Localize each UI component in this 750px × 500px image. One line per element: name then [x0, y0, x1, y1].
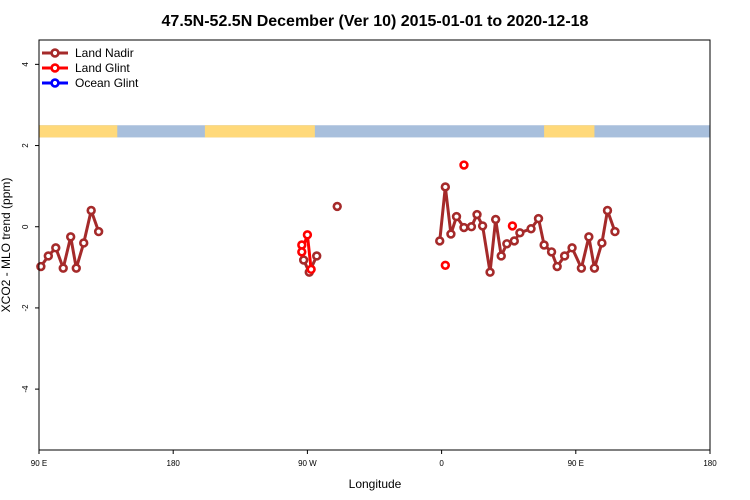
land-nadir-point [435, 236, 445, 246]
land-nadir-point [559, 251, 570, 261]
land-nadir-point [485, 267, 495, 277]
land-nadir-point [451, 211, 462, 222]
land-nadir-legend-marker [50, 48, 60, 58]
land-nadir-point [36, 261, 46, 272]
land-band-segment [204, 125, 315, 138]
x-tick-label: 90 E [568, 459, 584, 468]
x-tick-label: 90 W [298, 459, 317, 468]
land-nadir-point [459, 222, 469, 233]
y-tick-label: 4 [21, 62, 30, 67]
ocean-glint-legend-marker [50, 78, 60, 88]
land-nadir-point [93, 226, 104, 237]
land-nadir-point [312, 251, 322, 261]
land-nadir-point [298, 255, 309, 265]
land-nadir-point [509, 236, 519, 246]
plot-frame [38, 39, 711, 451]
land-glint-point [440, 260, 451, 270]
land-glint-legend-label: Land Glint [75, 61, 130, 75]
x-tick-label: 90 E [31, 459, 47, 468]
land-nadir-point [71, 263, 81, 273]
x-tick-label: 180 [703, 459, 717, 468]
land-nadir-point [496, 251, 506, 261]
land-nadir-legend-label: Land Nadir [75, 46, 134, 60]
y-tick-label: 2 [21, 143, 30, 148]
series-layer [36, 160, 620, 277]
land-nadir-point [602, 205, 613, 216]
land-glint-point [459, 160, 469, 170]
y-axis: -4 -2 0 2 4 [21, 62, 39, 393]
x-axis-label: Longitude [349, 477, 402, 491]
chart-title: 47.5N-52.5N December (Ver 10) 2015-01-01… [162, 13, 589, 30]
land-glint-point [302, 230, 313, 240]
x-tick-label: 180 [167, 459, 181, 468]
y-tick-label: -2 [21, 304, 30, 312]
land-band-segment [39, 125, 118, 138]
land-nadir-point [610, 226, 620, 237]
land-nadir-point [472, 209, 482, 220]
land-nadir-point [65, 232, 76, 242]
landmask-band [39, 125, 710, 138]
land-nadir-point [597, 238, 607, 248]
land-nadir-point [576, 263, 587, 273]
land-band-segment [544, 125, 595, 138]
ocean-glint-legend-label: Ocean Glint [75, 76, 139, 90]
land-glint-legend-marker [50, 63, 60, 73]
land-glint-point [306, 264, 316, 275]
land-glint-point [297, 247, 307, 257]
y-tick-label: -4 [21, 385, 30, 393]
land-nadir-point [515, 228, 525, 238]
land-nadir-point [584, 232, 594, 242]
land-nadir-point [466, 222, 477, 232]
land-nadir-point [51, 243, 61, 253]
ocean-band [39, 125, 710, 138]
land-nadir-point [79, 238, 89, 248]
land-nadir-point [446, 229, 456, 239]
land-nadir-point [552, 261, 562, 272]
land-nadir-point [332, 201, 342, 212]
land-glint-point [507, 221, 518, 231]
land-nadir-point [589, 263, 600, 273]
x-axis: 90 E 180 90 W 0 90 E 180 [31, 450, 717, 468]
land-nadir-point [539, 240, 549, 250]
land-nadir-point [86, 205, 96, 216]
land-nadir-point [440, 182, 451, 192]
land-nadir-point [533, 213, 544, 224]
land-nadir-point [567, 243, 577, 253]
y-axis-label: XCO2 - MLO trend (ppm) [0, 178, 13, 313]
land-nadir-point [43, 251, 54, 261]
land-nadir-point [58, 263, 68, 273]
land-nadir-point [502, 239, 512, 249]
land-nadir-point [546, 247, 557, 257]
land-nadir-point [526, 224, 536, 234]
x-tick-label: 0 [439, 459, 444, 468]
y-tick-label: 0 [21, 224, 30, 229]
land-nadir-point [477, 221, 488, 231]
land-nadir-point [490, 214, 501, 225]
